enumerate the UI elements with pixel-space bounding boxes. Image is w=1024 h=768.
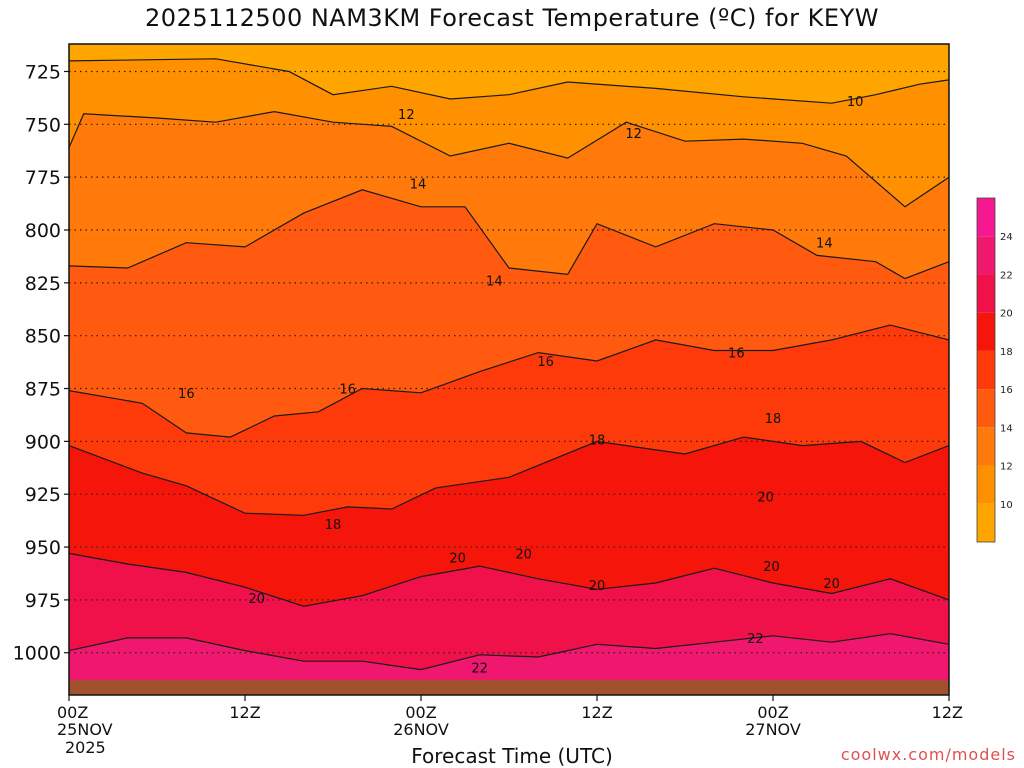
y-tick-label-750: 750: [25, 114, 61, 136]
contour-label-3: 14: [410, 178, 427, 193]
legend-swatch-18: [977, 312, 995, 351]
band-region-22: [69, 633, 949, 695]
contour-label-18: 20: [763, 560, 780, 575]
contour-label-10: 18: [589, 433, 606, 448]
legend-swatch-8: [977, 503, 995, 542]
contour-18: [68, 436, 950, 516]
legend-label-20: 20: [1000, 309, 1013, 320]
contour-label-19: 20: [823, 577, 840, 592]
legend-swatch-12: [977, 427, 995, 466]
y-tick-label-1000: 1000: [13, 643, 61, 665]
legend-swatch-10: [977, 465, 995, 504]
legend-swatch-22: [977, 236, 995, 275]
legend-frame: [976, 197, 996, 543]
contour-label-5: 14: [816, 237, 833, 252]
y-tick-label-825: 825: [25, 273, 61, 295]
credit-text: coolwx.com/models: [840, 745, 1016, 764]
contour-label-6: 16: [537, 355, 554, 370]
y-tick-label-975: 975: [25, 590, 61, 612]
legend-swatch-16: [977, 350, 995, 390]
contour-20: [68, 552, 950, 607]
x-tick-label-1: 12Z: [229, 703, 260, 722]
x-tick-label-4: 00Z: [757, 703, 788, 722]
x-tick-label-0: 00Z: [57, 703, 88, 722]
x-axis-title: Forecast Time (UTC): [411, 744, 613, 768]
contour-label-0: 12: [398, 108, 415, 123]
contour-label-16: 20: [248, 592, 265, 607]
contour-label-20: 22: [747, 632, 764, 647]
contour-label-7: 16: [728, 347, 745, 362]
x-tick-label-5: 12Z: [932, 703, 963, 722]
y-tick-label-725: 725: [25, 61, 61, 83]
legend-label-22: 22: [1000, 270, 1013, 281]
legend-swatch-24: [977, 198, 995, 237]
legend-label-12: 12: [1000, 462, 1013, 473]
gridlines: [69, 70, 949, 654]
x-tick-label-2: 00Z: [405, 703, 436, 722]
legend-swatch-14: [977, 389, 995, 428]
legend-label-10: 10: [1000, 500, 1013, 511]
contour-14: [68, 189, 950, 280]
color-legend: 10 12 14 16 18 20 22 24: [976, 197, 1013, 543]
contour-label-17: 20: [589, 579, 606, 594]
contour-label-12: 18: [325, 518, 342, 533]
x-tick-date-2: 26NOV: [393, 720, 449, 739]
legend-label-14: 14: [1000, 423, 1013, 434]
legend-label-24: 24: [1000, 232, 1013, 243]
y-tick-label-800: 800: [25, 220, 61, 242]
x-tick-date-0: 25NOV: [57, 720, 113, 739]
plot-frame: [68, 43, 950, 696]
y-tick-label-950: 950: [25, 537, 61, 559]
chart-title: 2025112500 NAM3KM Forecast Temperature (…: [145, 4, 879, 32]
contour-label-21: 22: [471, 662, 488, 677]
contour-label-1: 12: [625, 127, 642, 142]
y-tick-label-775: 775: [25, 167, 61, 189]
contour-16: [68, 324, 950, 438]
legend-label-18: 18: [1000, 347, 1013, 358]
x-tick-label-3: 12Z: [581, 703, 612, 722]
contour-label-8: 16: [178, 387, 195, 402]
contour-labels: 12 12 10 14 14 14 16 16 16 16 18 18 18 20 20 20 20 20 20 20…: [178, 95, 863, 676]
legend-label-16: 16: [1000, 385, 1013, 396]
x-tick-date-4: 27NOV: [745, 720, 801, 739]
contour-label-15: 20: [515, 547, 532, 562]
contour-label-9: 16: [339, 383, 356, 398]
y-tick-label-850: 850: [25, 326, 61, 348]
y-tick-label-875: 875: [25, 379, 61, 401]
x-tick-year-0: 2025: [65, 738, 106, 757]
y-axis: 725 750 775 800 825 850 875 900 925 950 975 1000: [13, 61, 69, 665]
ground-rect: [69, 680, 949, 695]
contour-22: [68, 633, 950, 671]
legend-swatch-20: [977, 274, 995, 313]
temperature-bands: [69, 44, 949, 696]
contour-12: [68, 110, 950, 208]
contour-label-4: 14: [486, 275, 503, 290]
y-tick-label-925: 925: [25, 484, 61, 506]
y-tick-label-900: 900: [25, 431, 61, 453]
contour-label-13: 20: [757, 490, 774, 505]
contour-label-2: 10: [847, 95, 864, 110]
contour-label-14: 20: [449, 552, 466, 567]
ground-surface: [69, 680, 949, 695]
contour-label-11: 18: [765, 412, 782, 427]
contour-lines: [68, 58, 950, 671]
contour-10: [68, 58, 950, 104]
